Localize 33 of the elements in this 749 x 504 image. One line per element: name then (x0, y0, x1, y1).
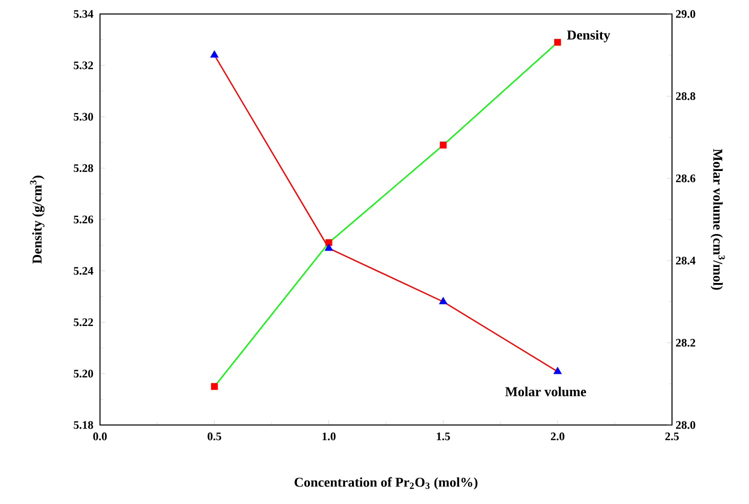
x-tick-label: 1.5 (436, 432, 450, 440)
y-tick-label: 5.26 (74, 216, 94, 224)
x-axis-title: Concentration of Pr$_{2}$O$_{3}$ (mol%) (294, 477, 478, 490)
point (554, 38, 562, 46)
y2-tick-label: 28.0 (676, 421, 696, 429)
point (210, 50, 219, 58)
y2-tick-label: 28.6 (676, 174, 696, 182)
y-tick-label: 5.30 (74, 112, 94, 121)
y-tick-label: 5.22 (74, 318, 93, 326)
y2-tick-label: 29.0 (676, 10, 696, 18)
y-tick-label: 5.28 (74, 164, 94, 172)
y-tick-label: 5.18 (74, 421, 94, 429)
point (553, 366, 562, 374)
x-tick-label: 0.5 (208, 432, 222, 440)
series-label: Molar volume (505, 386, 586, 396)
x-tick-label: 2.5 (665, 432, 679, 440)
y2-tick-label: 28.8 (676, 92, 696, 100)
point (324, 243, 333, 251)
y2-tick-label: 28.2 (676, 338, 696, 347)
y2-axis-title: Molar volume (cm$^{3}$/mol) (710, 148, 725, 290)
y-tick-label: 5.24 (74, 266, 94, 275)
y2-tick-label: 28.4 (676, 256, 696, 264)
x-tick-label: 1.0 (322, 432, 336, 440)
x-tick-label: 2.0 (550, 432, 564, 440)
point (211, 383, 218, 390)
y-axis-title: Density (g/cm$^{3}$) (30, 176, 45, 264)
x-tick-label: 0.0 (93, 432, 107, 440)
y-tick-label: 5.32 (74, 61, 93, 70)
point (440, 142, 447, 148)
y-tick-label: 5.20 (74, 370, 94, 378)
point (439, 296, 448, 304)
y-tick-label: 5.34 (74, 10, 94, 18)
series-label: Density (567, 30, 610, 42)
